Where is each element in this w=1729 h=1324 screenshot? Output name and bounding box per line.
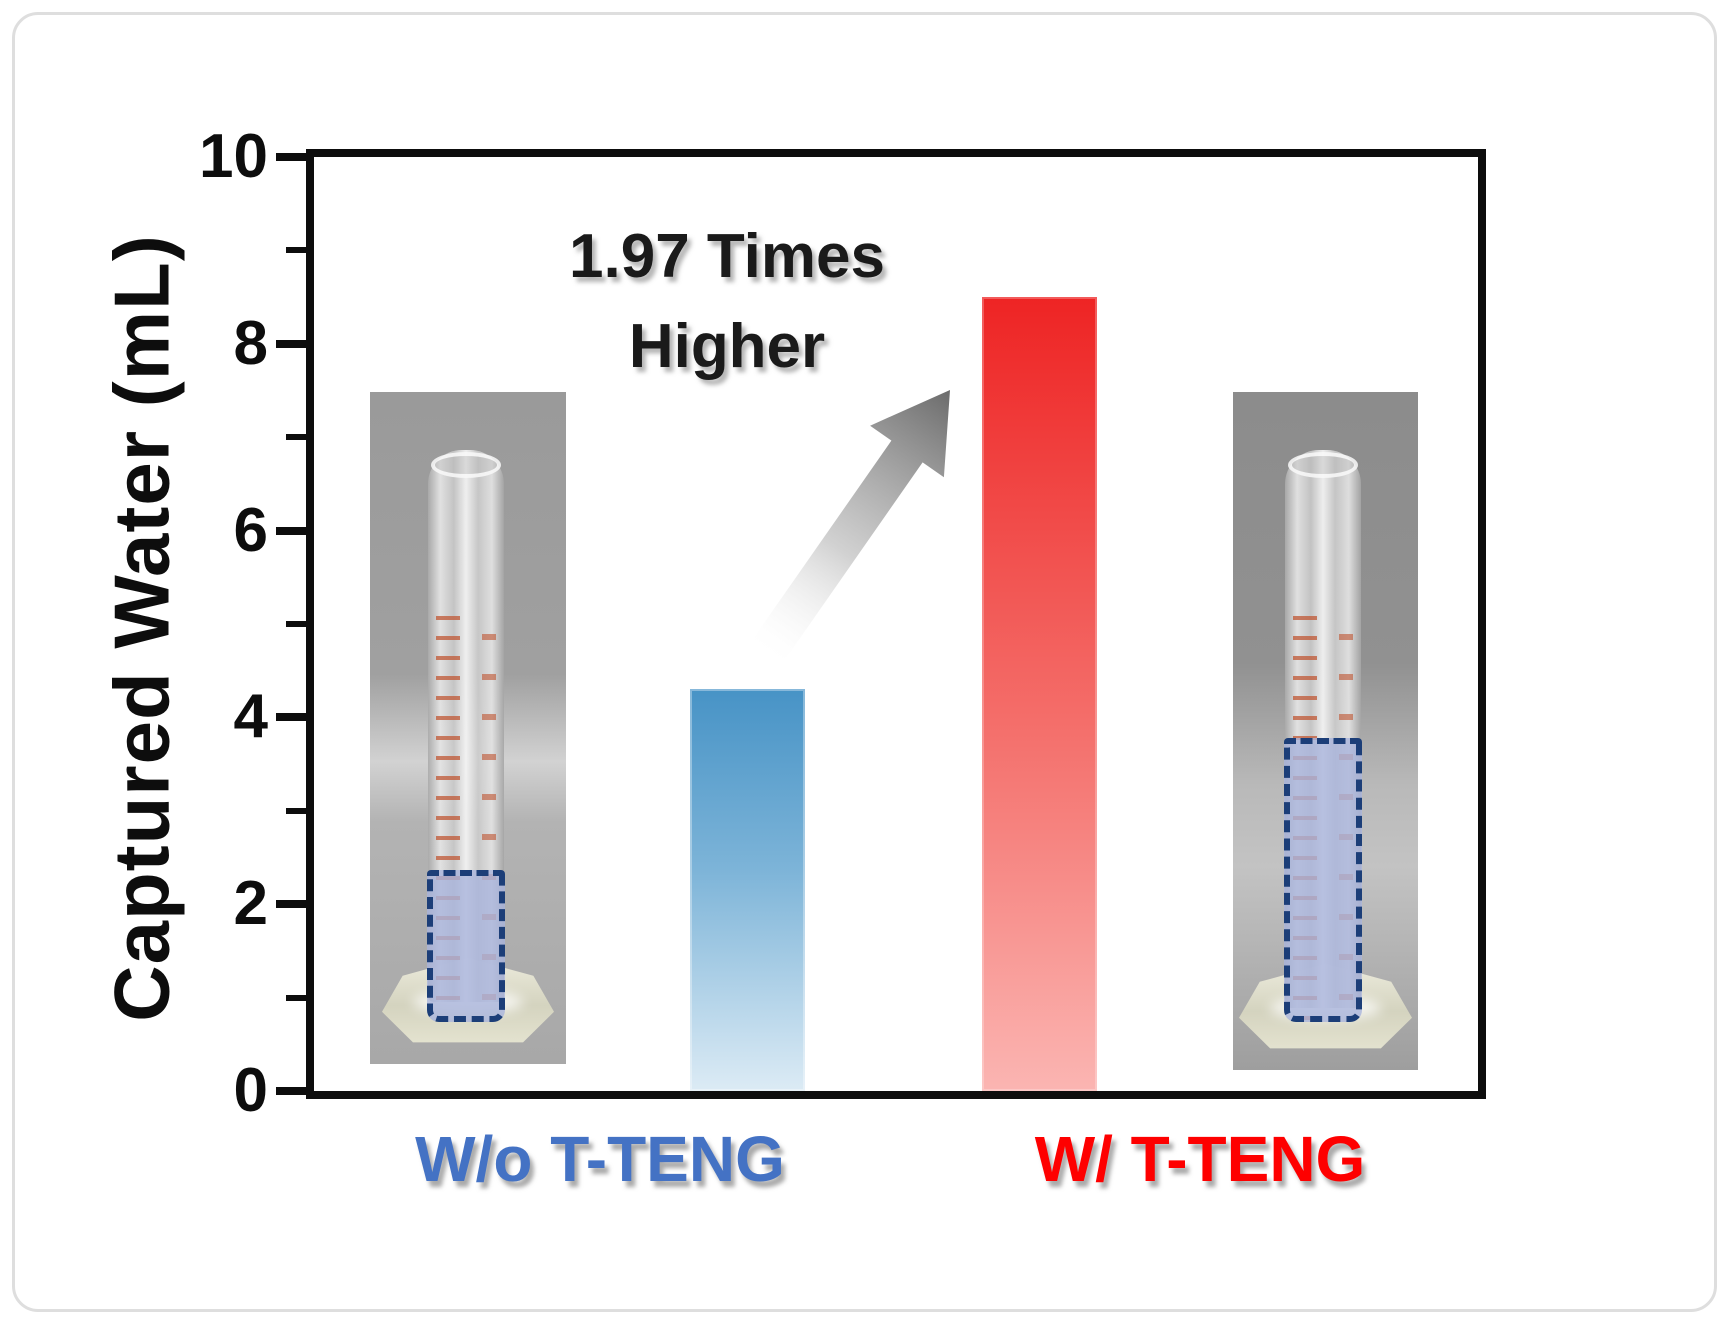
y-tick-label-0: 0 bbox=[233, 1056, 268, 1125]
y-minor-tick-1 bbox=[286, 994, 310, 1001]
x-label-with-tteng: W/ T-TENG bbox=[1034, 1123, 1366, 1195]
x-label-without-tteng: W/o T-TENG bbox=[415, 1123, 785, 1195]
slide-border bbox=[12, 12, 1717, 1312]
cylinder-rim bbox=[431, 452, 501, 478]
y-tick-label-8: 8 bbox=[233, 308, 268, 378]
y-minor-tick-7 bbox=[286, 434, 310, 441]
cylinder-rim bbox=[1288, 452, 1358, 478]
y-major-tick-4 bbox=[276, 713, 310, 722]
water-level-highlight bbox=[1284, 738, 1362, 1022]
y-minor-tick-3 bbox=[286, 807, 310, 814]
y-major-tick-10 bbox=[276, 153, 310, 161]
bar-w-t-teng bbox=[982, 297, 1097, 1091]
plot-frame bbox=[306, 149, 1486, 1099]
y-major-tick-0 bbox=[276, 1087, 310, 1095]
y-tick-label-2: 2 bbox=[233, 869, 268, 939]
y-minor-tick-5 bbox=[286, 621, 310, 627]
ratio-annotation: 1.97 Times Higher bbox=[569, 212, 885, 392]
y-major-tick-2 bbox=[276, 900, 310, 909]
y-minor-tick-9 bbox=[286, 247, 310, 254]
y-tick-label-6: 6 bbox=[233, 495, 268, 565]
water-level-highlight bbox=[427, 870, 505, 1022]
y-tick-label-4: 4 bbox=[233, 682, 268, 752]
y-major-tick-6 bbox=[276, 526, 310, 535]
cylinder-photo-with-tteng bbox=[1233, 392, 1418, 1070]
ratio-annotation-line2: Higher bbox=[628, 311, 826, 381]
ratio-annotation-line1: 1.97 Times bbox=[569, 222, 885, 291]
y-major-tick-8 bbox=[276, 339, 310, 348]
y-tick-label-10: 10 bbox=[199, 122, 268, 191]
bar-w-o-t-teng bbox=[690, 689, 805, 1091]
cylinder-tube bbox=[427, 450, 505, 1022]
cylinder-photo-without-tteng bbox=[370, 392, 566, 1064]
cylinder-tube bbox=[1284, 450, 1362, 1022]
